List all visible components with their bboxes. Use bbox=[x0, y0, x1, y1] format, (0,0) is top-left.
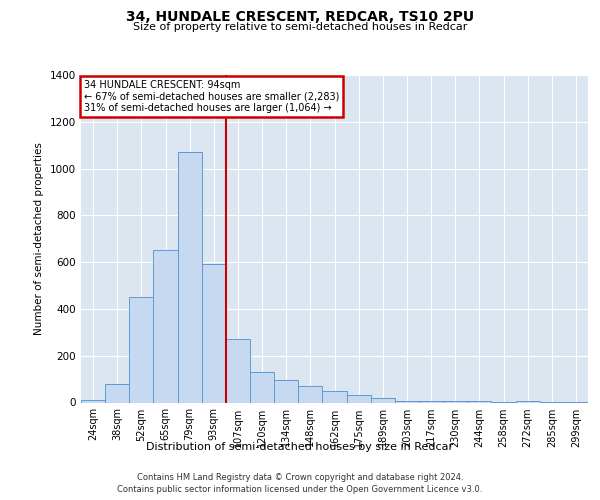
Bar bbox=[395, 400, 419, 402]
Bar bbox=[274, 380, 298, 402]
Text: Size of property relative to semi-detached houses in Redcar: Size of property relative to semi-detach… bbox=[133, 22, 467, 32]
Bar bbox=[322, 391, 347, 402]
Bar bbox=[347, 396, 371, 402]
Bar bbox=[105, 384, 129, 402]
Bar bbox=[298, 386, 322, 402]
Bar bbox=[129, 297, 154, 403]
Text: Distribution of semi-detached houses by size in Redcar: Distribution of semi-detached houses by … bbox=[146, 442, 454, 452]
Bar bbox=[419, 400, 443, 402]
Text: Contains HM Land Registry data © Crown copyright and database right 2024.: Contains HM Land Registry data © Crown c… bbox=[137, 472, 463, 482]
Y-axis label: Number of semi-detached properties: Number of semi-detached properties bbox=[34, 142, 44, 335]
Bar bbox=[250, 372, 274, 402]
Text: Contains public sector information licensed under the Open Government Licence v3: Contains public sector information licen… bbox=[118, 485, 482, 494]
Text: 34 HUNDALE CRESCENT: 94sqm
← 67% of semi-detached houses are smaller (2,283)
31%: 34 HUNDALE CRESCENT: 94sqm ← 67% of semi… bbox=[83, 80, 339, 113]
Bar bbox=[202, 264, 226, 402]
Bar bbox=[154, 250, 178, 402]
Text: 34, HUNDALE CRESCENT, REDCAR, TS10 2PU: 34, HUNDALE CRESCENT, REDCAR, TS10 2PU bbox=[126, 10, 474, 24]
Bar bbox=[226, 340, 250, 402]
Bar bbox=[443, 400, 467, 402]
Bar bbox=[81, 400, 105, 402]
Bar bbox=[178, 152, 202, 403]
Bar bbox=[371, 398, 395, 402]
